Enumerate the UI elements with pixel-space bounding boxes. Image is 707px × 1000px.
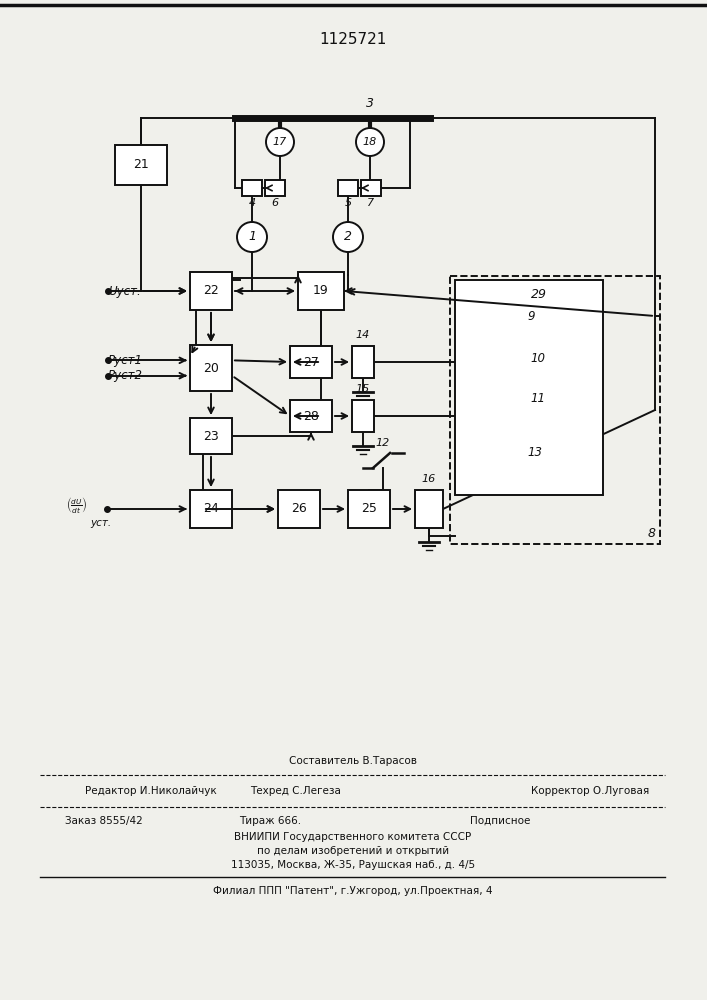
Text: по делам изобретений и открытий: по делам изобретений и открытий: [257, 846, 449, 856]
Text: уст.: уст.: [90, 518, 111, 528]
Text: 19: 19: [313, 284, 329, 298]
Text: 1: 1: [248, 231, 256, 243]
Bar: [352, 346, 374, 378]
Bar: [298, 272, 344, 310]
Text: 2: 2: [344, 231, 352, 243]
Bar: [290, 400, 332, 432]
Bar: [290, 346, 332, 378]
Bar: [115, 145, 167, 185]
Text: Uуст.: Uуст.: [108, 284, 141, 298]
Text: 8: 8: [648, 527, 656, 540]
Text: 18: 18: [363, 137, 377, 147]
Circle shape: [237, 222, 267, 252]
Text: 10: 10: [530, 352, 545, 364]
Text: 4: 4: [248, 198, 255, 208]
Text: Редактор И.Николайчук: Редактор И.Николайчук: [85, 786, 217, 796]
Text: 21: 21: [133, 158, 149, 172]
Text: 12: 12: [376, 438, 390, 448]
Text: 25: 25: [361, 502, 377, 516]
Text: 27: 27: [303, 356, 319, 368]
Bar: [190, 345, 232, 391]
Text: 7: 7: [368, 198, 375, 208]
Text: 6: 6: [271, 198, 279, 208]
Text: 3: 3: [366, 97, 374, 110]
Text: Техред С.Легеза: Техред С.Легеза: [250, 786, 341, 796]
Text: 14: 14: [356, 330, 370, 340]
Bar: [348, 490, 390, 528]
Text: 5: 5: [344, 198, 351, 208]
Text: 29: 29: [531, 288, 547, 301]
Bar: [190, 418, 232, 454]
Text: 13: 13: [527, 446, 542, 460]
Text: 22: 22: [203, 284, 219, 298]
Bar: [361, 180, 381, 196]
Bar: [450, 276, 660, 544]
Text: Корректор О.Луговая: Корректор О.Луговая: [531, 786, 649, 796]
Text: 113035, Москва, Ж-35, Раушская наб., д. 4/5: 113035, Москва, Ж-35, Раушская наб., д. …: [231, 860, 475, 870]
Bar: [265, 180, 285, 196]
Text: Подписное: Подписное: [470, 816, 530, 826]
Text: 23: 23: [203, 430, 219, 442]
Text: 9: 9: [527, 310, 534, 324]
Bar: [278, 490, 320, 528]
Text: 20: 20: [203, 361, 219, 374]
Text: 26: 26: [291, 502, 307, 516]
Text: $\left(\frac{dU}{dt}\right)$: $\left(\frac{dU}{dt}\right)$: [66, 495, 88, 515]
Text: 11: 11: [530, 391, 545, 404]
Circle shape: [356, 128, 384, 156]
Text: 28: 28: [303, 410, 319, 422]
Bar: [415, 490, 443, 528]
Text: Составитель В.Тарасов: Составитель В.Тарасов: [289, 756, 417, 766]
Bar: [455, 280, 603, 495]
Text: 15: 15: [356, 384, 370, 394]
Bar: [338, 180, 358, 196]
Text: 1125721: 1125721: [320, 32, 387, 47]
Text: 24: 24: [203, 502, 219, 516]
Circle shape: [333, 222, 363, 252]
Text: Руст2: Руст2: [108, 369, 143, 382]
Bar: [352, 400, 374, 432]
Bar: [190, 272, 232, 310]
Text: Руст1: Руст1: [108, 354, 143, 367]
Text: Филиал ППП "Патент", г.Ужгород, ул.Проектная, 4: Филиал ППП "Патент", г.Ужгород, ул.Проек…: [214, 886, 493, 896]
Text: Заказ 8555/42: Заказ 8555/42: [65, 816, 143, 826]
Text: 17: 17: [273, 137, 287, 147]
Bar: [190, 490, 232, 528]
Text: Тираж 666.: Тираж 666.: [239, 816, 301, 826]
Text: 16: 16: [422, 474, 436, 484]
Text: ВНИИПИ Государственного комитета СССР: ВНИИПИ Государственного комитета СССР: [235, 832, 472, 842]
Circle shape: [266, 128, 294, 156]
Bar: [242, 180, 262, 196]
